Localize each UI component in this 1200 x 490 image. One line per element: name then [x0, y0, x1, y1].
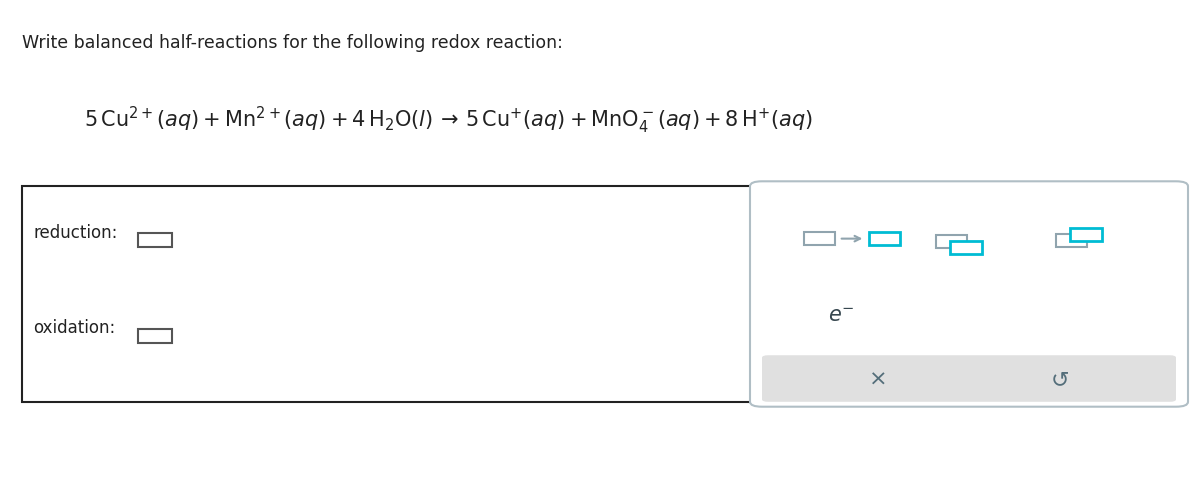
Text: $e^{-}$: $e^{-}$: [828, 306, 854, 325]
Bar: [138, 329, 172, 343]
Text: Write balanced half-reactions for the following redox reaction:: Write balanced half-reactions for the fo…: [22, 34, 563, 52]
Text: ↺: ↺: [1051, 370, 1069, 390]
Text: reduction:: reduction:: [34, 224, 118, 242]
Bar: [950, 241, 982, 254]
Bar: [804, 232, 835, 245]
Bar: [138, 233, 172, 247]
Text: oxidation:: oxidation:: [34, 319, 116, 337]
Bar: [936, 235, 967, 248]
FancyBboxPatch shape: [762, 355, 1176, 402]
Bar: [1056, 234, 1087, 247]
Bar: [1070, 228, 1102, 241]
FancyBboxPatch shape: [750, 181, 1188, 407]
Text: ×: ×: [869, 370, 887, 390]
FancyBboxPatch shape: [22, 186, 760, 402]
Text: $5\,\mathrm{Cu}^{2+}(aq)+\mathrm{Mn}^{2+}(aq)+4\,\mathrm{H_2O}(l)\,\rightarrow\,: $5\,\mathrm{Cu}^{2+}(aq)+\mathrm{Mn}^{2+…: [84, 105, 812, 136]
Bar: [869, 232, 900, 245]
